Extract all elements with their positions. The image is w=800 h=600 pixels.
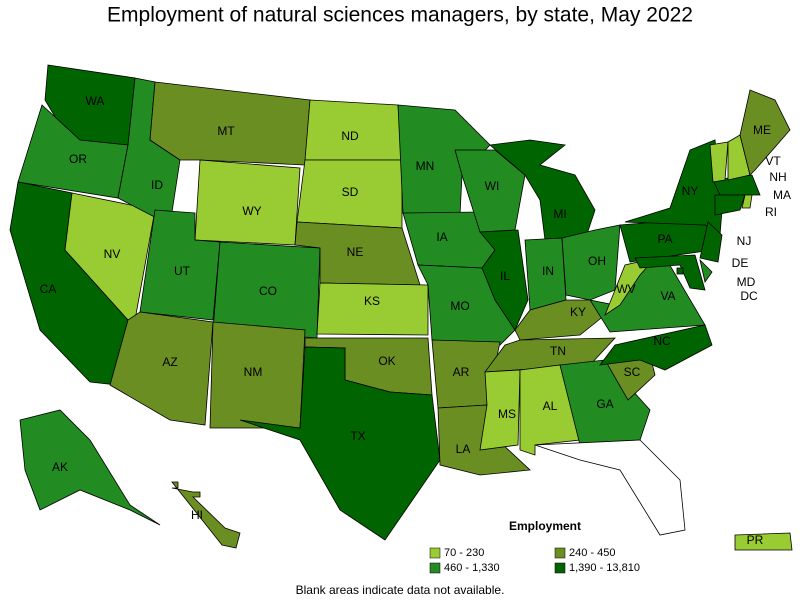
- state-label: IA: [436, 230, 447, 244]
- state-label: OK: [378, 354, 395, 368]
- legend: 70 - 230 240 - 450 460 - 1,330 1,390 - 13,8…: [429, 547, 640, 574]
- state-label: VA: [660, 289, 675, 303]
- legend-label: 1,390 - 13,810: [569, 562, 640, 574]
- legend-label: 240 - 450: [569, 547, 615, 559]
- state-label: MD: [737, 275, 756, 289]
- state-label: SC: [624, 365, 641, 379]
- state-label: VT: [765, 154, 781, 168]
- legend-swatch: [554, 547, 566, 559]
- legend-label: 460 - 1,330: [444, 562, 500, 574]
- legend-swatch: [554, 562, 566, 574]
- state-label: RI: [765, 205, 777, 219]
- state: [714, 194, 746, 216]
- state: [699, 258, 713, 283]
- state: [534, 439, 686, 536]
- legend-swatch: [429, 547, 441, 559]
- state-label: DC: [740, 289, 758, 303]
- state: [479, 369, 521, 451]
- state-label: GA: [596, 397, 613, 411]
- state-label: TN: [550, 344, 566, 358]
- state-label: NH: [769, 170, 786, 184]
- state-label: WV: [616, 282, 635, 296]
- state-label: DE: [732, 256, 749, 270]
- state-label: MN: [416, 159, 435, 173]
- legend-label: 70 - 230: [444, 547, 484, 559]
- state: [699, 221, 723, 263]
- state-label: NV: [104, 247, 121, 261]
- state-label: WI: [485, 179, 500, 193]
- state: [316, 282, 429, 336]
- state-label: PR: [747, 533, 764, 547]
- state-label: NE: [347, 245, 364, 259]
- state: [741, 194, 753, 209]
- state: [489, 139, 596, 241]
- state-label: WY: [242, 204, 261, 218]
- state-label: ND: [341, 129, 359, 143]
- state-label: NM: [244, 365, 263, 379]
- legend-title: Employment: [509, 519, 581, 533]
- state: [734, 532, 793, 551]
- state-label: ME: [753, 123, 771, 137]
- state: [634, 254, 706, 291]
- state-label: AL: [543, 399, 558, 413]
- state-label: CA: [40, 282, 57, 296]
- state-label: PA: [657, 232, 672, 246]
- state: [171, 481, 241, 549]
- state: [514, 299, 606, 341]
- state: [19, 409, 161, 526]
- state: [559, 359, 651, 446]
- states: WA OR CA NV ID MT WY UT CO AZ NM ND SD NE KS OK TX MN IA MO…: [9, 64, 793, 551]
- state-label: NC: [653, 334, 671, 348]
- state-label: NY: [682, 184, 699, 198]
- state-label: MS: [498, 407, 516, 421]
- state: [624, 139, 723, 236]
- state: [739, 89, 791, 176]
- state-label: OH: [588, 254, 606, 268]
- state-label: CO: [259, 284, 277, 298]
- state-label: KS: [364, 294, 380, 308]
- state-label: LA: [456, 442, 471, 456]
- state-label: AR: [453, 365, 470, 379]
- state-label: AZ: [162, 355, 177, 369]
- state-label: MA: [773, 188, 791, 202]
- state-label: AK: [52, 460, 68, 474]
- state-label: WA: [86, 94, 105, 108]
- state-label: HI: [191, 508, 203, 522]
- map-title: Employment of natural sciences managers,…: [107, 4, 693, 27]
- state-label: SD: [342, 185, 359, 199]
- state-label: IN: [542, 264, 554, 278]
- footnote: Blank areas indicate data not available.: [296, 583, 505, 597]
- state-label: KY: [570, 305, 586, 319]
- state: [709, 141, 729, 183]
- state-label: IL: [500, 269, 510, 283]
- state-label: MO: [450, 299, 469, 313]
- state: [479, 229, 529, 331]
- state-label: UT: [174, 264, 191, 278]
- state: [676, 267, 684, 275]
- legend-swatch: [429, 562, 441, 574]
- state-label: OR: [69, 152, 87, 166]
- state-label: ID: [151, 178, 163, 192]
- state: [194, 159, 301, 246]
- state-label: TX: [350, 429, 365, 443]
- state-label: MI: [553, 207, 566, 221]
- state-label: NJ: [737, 234, 752, 248]
- state: [239, 346, 441, 541]
- state-label: MT: [217, 124, 235, 138]
